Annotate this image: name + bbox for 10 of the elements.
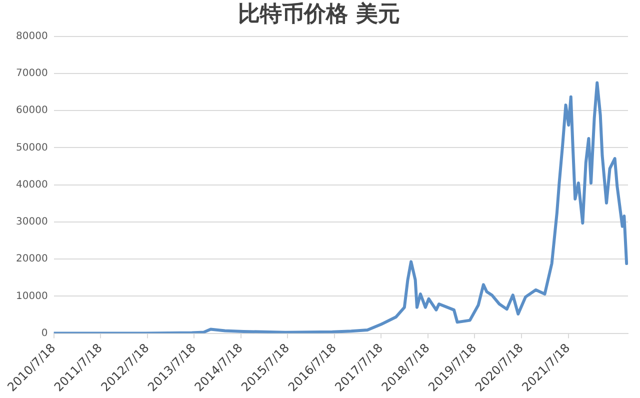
y-tick-label: 30000 [16,216,48,228]
chart-title: 比特币价格 美元 [238,0,400,27]
y-tick-label: 40000 [16,179,48,190]
y-tick-label: 50000 [16,142,48,154]
y-tick-label: 0 [41,328,48,339]
y-tick-label: 10000 [16,290,48,302]
y-tick-label: 60000 [16,105,48,116]
y-tick-label: 70000 [16,68,48,80]
y-tick-label: 80000 [16,30,48,42]
y-tick-label: 20000 [16,254,48,265]
